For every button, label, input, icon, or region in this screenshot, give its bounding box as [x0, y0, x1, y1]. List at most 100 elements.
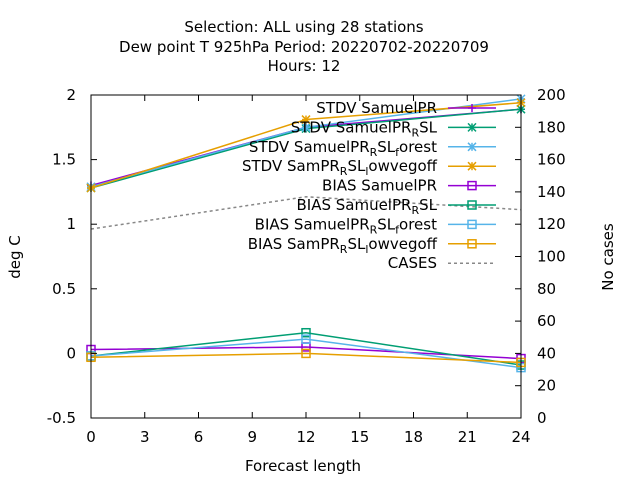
legend-label-subscript: R [411, 204, 419, 217]
legend-label-text: SL [377, 215, 396, 233]
marker-square [467, 200, 477, 210]
series-line [90, 352, 522, 364]
y2-tick-label: 0 [537, 409, 547, 427]
legend-marker [467, 122, 477, 132]
legend-label-text: BIAS SamuelPR [296, 196, 411, 214]
legend-marker [468, 104, 476, 112]
data-point [301, 327, 311, 338]
legend-label-subscript: l [365, 243, 368, 256]
legend-label-subscript: l [365, 165, 368, 178]
legend-label-text: SL [347, 235, 366, 253]
y-tick-label: 1 [66, 215, 76, 233]
legend-label: BIAS SamuelPR [322, 177, 437, 195]
data-point [301, 115, 311, 125]
legend-item: BIAS SamuelPR [322, 177, 496, 195]
series-line [90, 331, 522, 366]
legend-label: STDV SamuelPRRSLforest [249, 138, 437, 159]
legend-marker [467, 219, 477, 230]
x-tick-label: 18 [404, 428, 423, 446]
marker-stroke [467, 142, 477, 152]
legend-label-text: STDV SamuelPR [291, 118, 412, 136]
marker-stroke [467, 122, 477, 132]
legend-label-text: owvegoff [368, 157, 437, 175]
chart-title-line: Dew point T 925hPa Period: 20220702-2022… [119, 38, 489, 56]
legend-label-text: SL [377, 138, 396, 156]
legend-label-text: BIAS SamuelPR [255, 215, 370, 233]
y-tick-label: 1.5 [52, 151, 76, 169]
legend-item: BIAS SamPRRSLlowvegoff [248, 235, 496, 256]
x-tick-label: 24 [511, 428, 530, 446]
legend-item: BIAS SamuelPRRSL [296, 196, 496, 217]
legend-item: STDV SamuelPRRSLforest [249, 138, 496, 159]
legend-label: STDV SamuelPRRSL [291, 118, 438, 139]
x-tick-label: 3 [140, 428, 150, 446]
legend-label: STDV SamuelPR [316, 99, 437, 117]
legend-label-subscript: f [395, 146, 400, 159]
chart-title-line: Selection: ALL using 28 stations [184, 18, 423, 36]
legend-marker [467, 200, 477, 210]
y2-tick-label: 160 [537, 151, 566, 169]
legend-item: STDV SamuelPRRSL [291, 118, 496, 139]
marker-stroke [301, 122, 311, 132]
data-point [301, 348, 311, 359]
y-tick-label: 0 [66, 344, 76, 362]
legend-item: BIAS SamuelPRRSLforest [255, 215, 496, 236]
y2-axis-label: No cases [599, 223, 617, 291]
y2-tick-label: 40 [537, 344, 556, 362]
legend-item: STDV SamuelPR [316, 99, 496, 117]
data-point [301, 334, 311, 344]
x-tick-label: 15 [350, 428, 369, 446]
legend-marker [467, 161, 477, 171]
legend-label-text: SL [419, 196, 438, 214]
marker-square [467, 180, 477, 191]
legend-label-text: orest [399, 138, 437, 156]
legend-label-text: STDV SamPR [242, 157, 340, 175]
legend-label: CASES [388, 254, 437, 272]
legend-label: BIAS SamuelPRRSL [296, 196, 437, 217]
marker-square [301, 348, 311, 359]
y-tick-label: 0.5 [52, 280, 76, 298]
legend-item: STDV SamPRRSLlowvegoff [242, 157, 496, 178]
legend-item: CASES [388, 254, 496, 272]
x-axis-label: Forecast length [245, 457, 361, 475]
legend-label-text: SL [347, 157, 366, 175]
y2-tick-label: 60 [537, 312, 556, 330]
legend-label-subscript: R [370, 146, 378, 159]
x-tick-label: 0 [86, 428, 96, 446]
legend-label-subscript: R [340, 243, 348, 256]
x-tick-label: 6 [194, 428, 204, 446]
axes: 0 3 6 9 12 15 18 21 24-0.500.511.520204060801001… [47, 86, 566, 446]
legend-label: BIAS SamPRRSLlowvegoff [248, 235, 438, 256]
legend-label-subscript: R [370, 223, 378, 236]
marker-stroke [467, 161, 477, 171]
legend-label-text: STDV SamuelPR [249, 138, 370, 156]
legend-marker [467, 142, 477, 152]
legend-label-text: STDV SamuelPR [316, 99, 437, 117]
y-tick-label: 2 [66, 86, 76, 104]
y2-tick-label: 140 [537, 183, 566, 201]
legend-label-subscript: R [411, 126, 419, 139]
legend-label-subscript: R [340, 165, 348, 178]
legend-label-text: BIAS SamPR [248, 235, 340, 253]
legend-label-text: owvegoff [368, 235, 437, 253]
x-tick-label: 21 [458, 428, 477, 446]
y-axis-label: deg C [6, 235, 24, 279]
chart-title: Selection: ALL using 28 stations Dew poi… [119, 18, 489, 75]
chart-title-line: Hours: 12 [268, 57, 341, 75]
legend-label: STDV SamPRRSLlowvegoff [242, 157, 438, 178]
y2-tick-label: 200 [537, 86, 566, 104]
x-tick-label: 9 [247, 428, 257, 446]
legend-label-text: CASES [388, 254, 437, 272]
series-line [90, 338, 522, 369]
y2-tick-label: 100 [537, 248, 566, 266]
y2-tick-label: 180 [537, 118, 566, 136]
legend-label-text: SL [419, 118, 438, 136]
legend-label-text: BIAS SamuelPR [322, 177, 437, 195]
data-point [301, 122, 311, 132]
legend-label-text: orest [399, 215, 437, 233]
y2-tick-label: 80 [537, 280, 556, 298]
legend-marker [467, 239, 477, 249]
legend-label: BIAS SamuelPRRSLforest [255, 215, 437, 236]
